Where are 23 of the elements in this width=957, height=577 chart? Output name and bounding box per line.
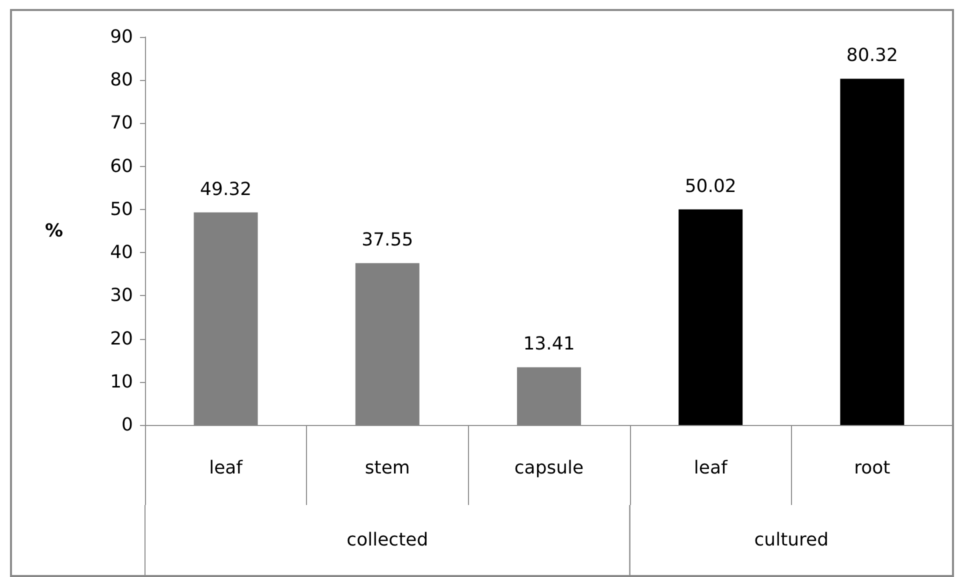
x-tick-label: capsule [514, 458, 584, 478]
y-tick-label: 60 [110, 156, 133, 177]
y-tick-label: 40 [110, 242, 133, 264]
x-tick-label: stem [364, 458, 410, 478]
y-tick-label: 50 [110, 198, 133, 220]
data-label: 37.55 [362, 230, 414, 251]
data-label: 50.02 [684, 176, 736, 197]
data-label: 80.32 [846, 45, 898, 66]
y-tick-label: 80 [110, 70, 133, 91]
y-tick-label: 10 [110, 371, 133, 392]
data-label: 13.41 [523, 334, 575, 355]
y-axis-title: % [44, 220, 63, 242]
y-tick-label: 20 [110, 328, 133, 350]
x-tick-label: root [854, 458, 890, 478]
data-label: 49.32 [200, 178, 252, 200]
text: cultured [754, 530, 829, 550]
text: collected [346, 530, 428, 550]
y-tick-label: 0 [122, 414, 133, 436]
x-tick-label: leaf [694, 458, 728, 478]
y-tick-label: 90 [110, 26, 133, 48]
y-tick-label: 70 [110, 112, 133, 134]
x-tick-label: leaf [209, 458, 244, 478]
y-tick-label: 30 [110, 285, 133, 306]
